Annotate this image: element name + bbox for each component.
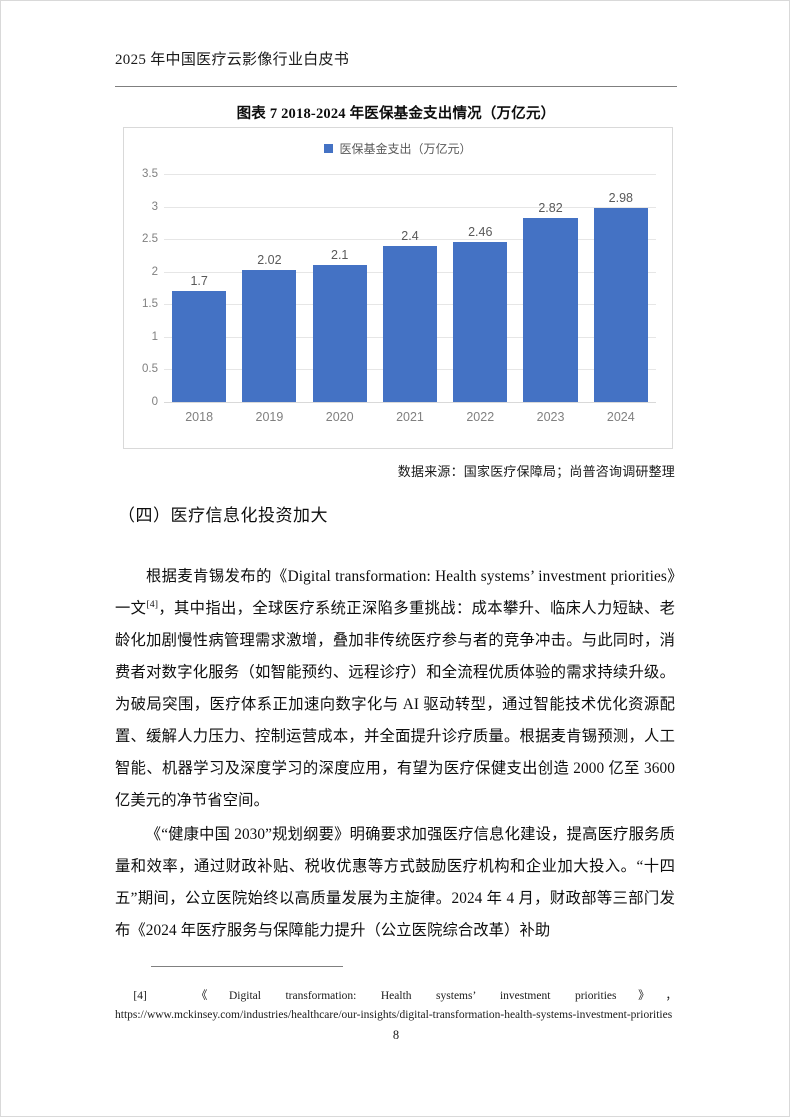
bar-value-label: 2.1: [331, 248, 349, 263]
bar-chart: 医保基金支出（万亿元） 0 0.5 1 1.5 2 2.5 3 3.5 1.7 2.02 2.1 2…: [123, 127, 673, 449]
bar-column: 2.02: [242, 174, 297, 402]
y-axis-tick-label: 2.5: [142, 233, 158, 246]
footnote-marker: [4]: [133, 990, 147, 1002]
footnote-spacer: [147, 990, 196, 1002]
header-rule: [115, 86, 677, 87]
bar: [453, 241, 508, 402]
x-axis-tick-label: 2023: [536, 410, 565, 424]
bar-column: 2.82: [523, 174, 578, 402]
paragraph-1-text-part1: 根据麦肯锡发布的《Digital transformation: Health …: [115, 568, 675, 618]
chart-legend: 医保基金支出（万亿元）: [124, 140, 672, 157]
bar: [172, 291, 227, 402]
bar-column: 2.1: [312, 174, 367, 402]
bar-value-label: 1.7: [190, 274, 208, 289]
footnote-reference-4[interactable]: [4]: [146, 599, 159, 611]
figure-title: 图表 7 2018-2024 年医保基金支出情况（万亿元）: [236, 106, 556, 122]
y-axis-tick-label: 3.5: [142, 168, 158, 180]
bar: [382, 245, 438, 402]
bar: [593, 207, 648, 402]
y-axis-tick-label: 1: [151, 330, 158, 343]
footnote-text: 《Digital transformation: Health systems’…: [115, 990, 678, 1021]
x-axis: 2018 2019 2020 2021 2022 2023 2024: [164, 410, 656, 428]
bar-value-label: 2.4: [401, 228, 419, 243]
x-axis-tick-label: 2020: [325, 410, 354, 424]
chart-plot-area: 0 0.5 1 1.5 2 2.5 3 3.5 1.7 2.02 2.1 2.4 2.46 2.82 2.…: [142, 168, 656, 408]
bar-column: 2.46: [453, 174, 508, 402]
paragraph-1-text-part2: ，其中指出，全球医疗系统正深陷多重挑战：成本攀升、临床人力短缺、老龄化加剧慢性病…: [115, 600, 676, 810]
section-heading: （四）医疗信息化投资加大: [118, 506, 328, 525]
bar-value-label: 2.02: [257, 253, 282, 268]
legend-label: 医保基金支出（万亿元）: [339, 142, 472, 156]
running-header: 2025 年中国医疗云影像行业白皮书: [115, 52, 350, 68]
grid-line: [164, 206, 656, 208]
y-axis-tick-label: 0: [151, 396, 158, 408]
x-axis-tick-label: 2021: [396, 410, 424, 424]
bar: [523, 218, 578, 402]
footnote-separator: [151, 966, 343, 967]
figure-source: 数据来源：国家医疗保障局；尚普咨询调研整理: [397, 464, 675, 479]
bar-value-label: 2.82: [538, 201, 563, 216]
x-axis-tick-label: 2018: [185, 410, 214, 424]
body-paragraph-1: 根据麦肯锡发布的《Digital transformation: Health …: [115, 561, 675, 817]
y-axis-tick-label: 0.5: [142, 363, 158, 376]
bar-column: 1.7: [172, 174, 227, 402]
x-axis-tick-label: 2022: [466, 410, 495, 424]
x-axis-tick-label: 2019: [255, 410, 284, 424]
grid-line: [164, 239, 656, 241]
y-axis-tick-label: 1.5: [142, 298, 158, 311]
bar-value-label: 2.46: [468, 224, 493, 239]
bar: [312, 265, 367, 402]
bar: [242, 270, 297, 402]
x-axis-tick-label: 2024: [606, 410, 635, 424]
grid-line: [164, 402, 656, 403]
y-axis-tick-label: 2: [151, 265, 158, 278]
footnote-block: [4] 《Digital transformation: Health syst…: [115, 987, 677, 1025]
bar-value-label: 2.98: [608, 190, 633, 205]
body-paragraph-2: 《“健康中国 2030”规划纲要》明确要求加强医疗信息化建设，提高医疗服务质量和…: [115, 819, 675, 947]
bar-column: 2.98: [593, 174, 648, 402]
legend-swatch-icon: [324, 144, 334, 153]
y-axis-tick-label: 3: [151, 200, 158, 213]
bar-column: 2.4: [382, 174, 438, 402]
paragraph-2-text: 《“健康中国 2030”规划纲要》明确要求加强医疗信息化建设，提高医疗服务质量和…: [115, 826, 675, 940]
chart-bars: 1.7 2.02 2.1 2.4 2.46 2.82 2.98: [164, 174, 656, 402]
grid-line: [164, 174, 656, 175]
page-number: 8: [392, 1028, 400, 1042]
